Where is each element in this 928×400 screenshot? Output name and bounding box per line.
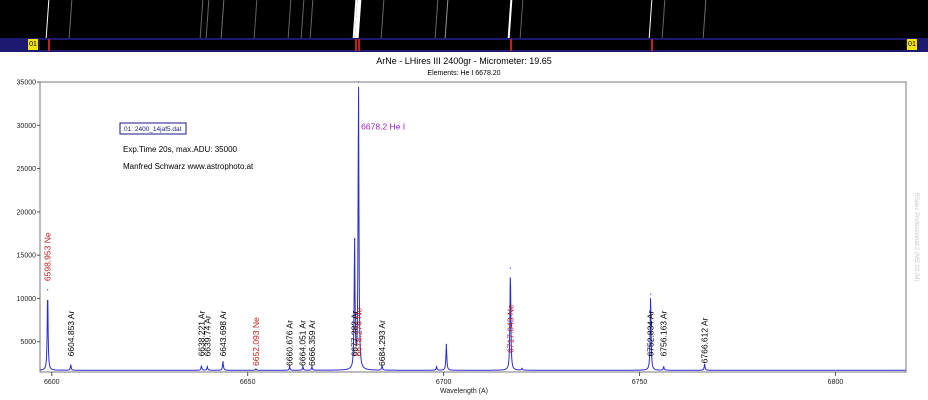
calib-mark-0 — [47, 39, 50, 51]
line-label-16: 6766.612 Ar — [700, 317, 710, 363]
line-label-9: 6677.282 Ar — [350, 310, 360, 356]
line-label-13: 6717.043 Ne — [505, 304, 515, 353]
peak-point-1 — [70, 364, 72, 366]
strip-line-17 — [661, 0, 666, 38]
marks-group — [39, 81, 906, 371]
line-label-3: 6639.74 Ar — [202, 315, 212, 356]
line-labels: 6598.953 Ne 6604.853 Ar 6638.221 Ar6639.74… — [43, 122, 710, 366]
line-label-11: 6678.2 He I — [361, 122, 405, 132]
strip-line-13 — [444, 0, 449, 38]
line-label-14: 6752.834 Ar — [646, 310, 656, 356]
peak-point-2 — [200, 365, 203, 367]
strip-line-6 — [287, 0, 292, 38]
peak-point-9 — [353, 238, 356, 241]
left-marker: 01 — [28, 39, 38, 50]
peak-point-10 — [357, 81, 360, 83]
peak-point-16 — [650, 293, 652, 295]
calib-track — [40, 40, 906, 50]
y-axis: 5000 10000 15000 20000 25000 30000 35000 — [17, 80, 40, 346]
peak-point-4 — [222, 361, 224, 363]
line-label-4: 6643.698 Ar — [218, 310, 228, 356]
watermark: RSpec Professional 2 (MS 02.04) — [913, 192, 919, 281]
line-label-6: 6660.676 Ar — [285, 320, 295, 366]
calib-mark-1 — [354, 39, 357, 51]
calib-mark-2 — [358, 39, 361, 51]
y-tick-label: 20000 — [17, 209, 37, 216]
file-label-box — [119, 122, 187, 135]
strip-line-0 — [45, 0, 50, 38]
y-tick-label: 35000 — [17, 80, 37, 87]
line-label-1: 6604.853 Ar — [66, 310, 76, 356]
y-tick-label: 10000 — [17, 296, 37, 303]
line-label-15: 6756.163 Ar — [659, 310, 669, 356]
y-tick-label: 5000 — [20, 339, 36, 346]
line-label-2: 6638.221 Ar — [197, 310, 207, 356]
strip-line-10 — [355, 0, 362, 38]
y-tick-label: 15000 — [17, 253, 37, 260]
strip-line-8 — [310, 0, 314, 38]
y-tick-label: 25000 — [17, 166, 37, 173]
line-label-5: 6652.093 Ne — [251, 317, 261, 366]
strip-line-11 — [380, 0, 384, 38]
exposure-note: Exp.Time 20s, max.ADU: 35000 — [123, 145, 238, 154]
author-note: Manfred Schwarz www.astrophoto.at — [123, 162, 254, 171]
peak-point-5 — [255, 368, 257, 370]
strip-line-18 — [702, 0, 707, 38]
peak-point-7 — [302, 366, 304, 368]
strip-line-14 — [508, 0, 513, 38]
x-tick-label: 6700 — [436, 379, 452, 386]
x-tick-label: 6750 — [632, 379, 648, 386]
peak-point-15 — [521, 367, 523, 370]
strip-line-5 — [254, 0, 258, 38]
spectrum-chart: ArNe - LHires III 2400gr - Micrometer: 1… — [17, 56, 919, 395]
chart-subtitle: Elements: He I 6678.20 — [427, 70, 500, 77]
file-label: 01: 2400_14jaf5.dat — [124, 126, 182, 133]
peak-point-14 — [509, 267, 511, 269]
strip-line-15 — [520, 0, 524, 38]
spectrum-line — [39, 86, 906, 371]
spectrum-image-strip — [0, 0, 928, 38]
peak-point-18 — [704, 363, 706, 365]
peak-point-6 — [289, 366, 291, 368]
line-label-0: 6598.953 Ne — [43, 232, 53, 281]
y-tick-label: 30000 — [17, 123, 37, 130]
peak-point-8 — [311, 366, 313, 368]
strip-line-4 — [221, 0, 225, 38]
strip-line-7 — [301, 0, 305, 38]
line-label-10: 6678.276 Ne — [353, 307, 363, 356]
calib-mark-4 — [650, 39, 653, 51]
calib-mark-3 — [510, 39, 513, 51]
strip-line-16 — [648, 0, 653, 38]
strip-line-1 — [68, 0, 73, 38]
peak-point-17 — [663, 366, 665, 368]
x-axis: 6600 6650 6700 6750 6800 — [44, 372, 843, 386]
right-marker: 01 — [907, 39, 917, 50]
strip-line-2 — [199, 0, 204, 38]
peak-point-0 — [47, 289, 49, 291]
peak-point-11 — [381, 365, 383, 367]
strip-line-12 — [434, 0, 439, 38]
x-tick-label: 6800 — [828, 379, 844, 386]
line-label-12: 6684.293 Ar — [377, 320, 387, 366]
x-tick-label: 6600 — [44, 379, 60, 386]
calibration-bar: 01 01 — [0, 38, 928, 52]
peak-point-12 — [435, 366, 438, 368]
peak-point-3 — [206, 366, 208, 368]
strip-line-3 — [205, 0, 210, 38]
line-label-7: 6664.051 Ar — [298, 320, 308, 366]
line-label-8: 6666.359 Ar — [307, 320, 317, 366]
x-tick-label: 6650 — [240, 379, 256, 386]
x-axis-label: Wavelength (A) — [440, 388, 488, 395]
chart-title: ArNe - LHires III 2400gr - Micrometer: 1… — [376, 56, 552, 66]
peak-point-13 — [445, 343, 447, 345]
